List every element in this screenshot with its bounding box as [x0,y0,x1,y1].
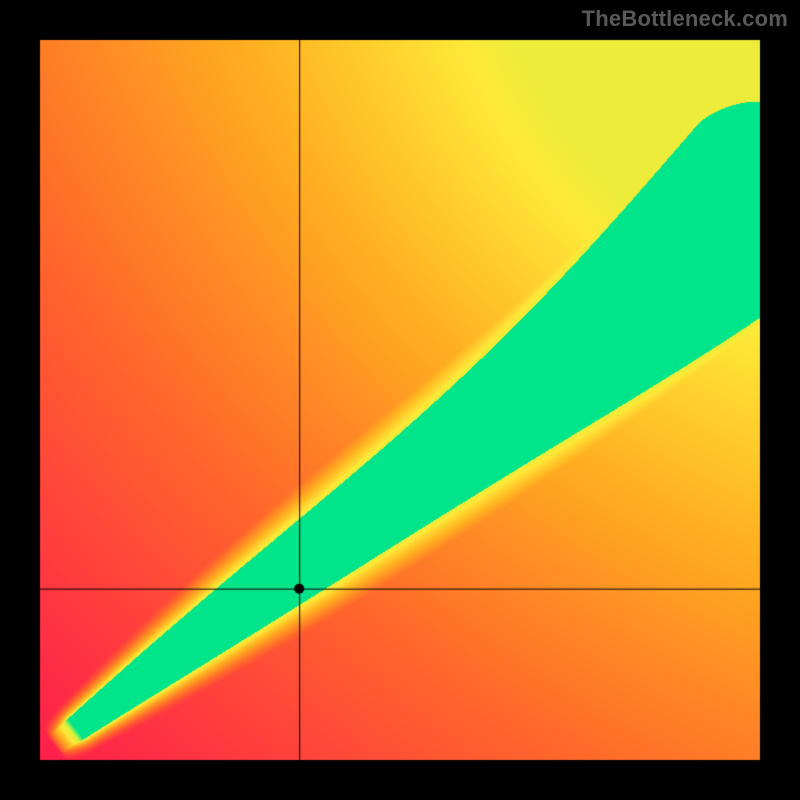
source-watermark: TheBottleneck.com [582,6,788,32]
bottleneck-heatmap-canvas [0,0,800,800]
figure-container: TheBottleneck.com [0,0,800,800]
